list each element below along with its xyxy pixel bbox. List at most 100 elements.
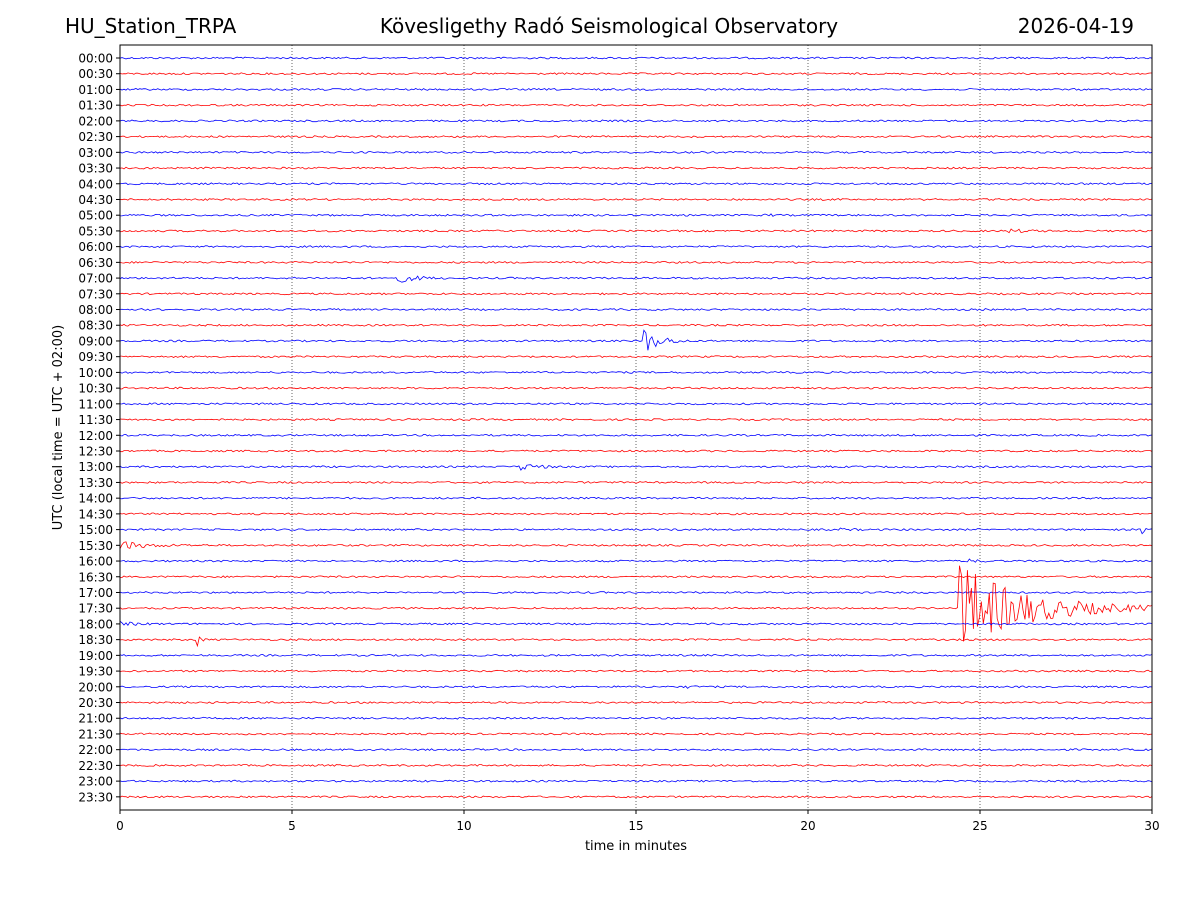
y-tick-label: 15:00: [78, 523, 113, 537]
y-tick-label: 02:30: [78, 130, 113, 144]
y-tick-label: 23:00: [78, 775, 113, 789]
y-tick-label: 12:00: [78, 429, 113, 443]
trace-0800: [120, 308, 1152, 311]
x-tick-label: 15: [628, 819, 643, 833]
trace-1800: [120, 620, 1152, 626]
trace-1630: [120, 575, 1152, 579]
trace-1200: [120, 433, 1152, 437]
y-tick-label: 09:30: [78, 350, 113, 364]
y-tick-label: 22:30: [78, 759, 113, 773]
trace-2200: [120, 748, 1152, 752]
x-tick-label: 10: [456, 819, 471, 833]
y-tick-label: 01:30: [78, 99, 113, 113]
y-tick-label: 01:00: [78, 83, 113, 97]
y-tick-label: 19:30: [78, 665, 113, 679]
y-tick-label: 16:00: [78, 555, 113, 569]
trace-2030: [120, 701, 1152, 704]
y-tick-label: 18:30: [78, 633, 113, 647]
y-tick-label: 06:00: [78, 240, 113, 254]
traces-group: [120, 56, 1152, 799]
y-tick-label: 20:00: [78, 680, 113, 694]
x-tick-label: 0: [116, 819, 124, 833]
y-tick-label: 07:30: [78, 287, 113, 301]
y-tick-label: 21:30: [78, 727, 113, 741]
y-tick-label: 20:30: [78, 696, 113, 710]
x-axis-label: time in minutes: [585, 839, 687, 854]
trace-2130: [120, 732, 1152, 736]
y-tick-label: 10:00: [78, 366, 113, 380]
y-tick-label: 11:30: [78, 413, 113, 427]
y-tick-label: 03:00: [78, 146, 113, 160]
trace-1730: [120, 565, 1152, 642]
y-tick-label: 14:30: [78, 507, 113, 521]
trace-1700: [120, 591, 1152, 594]
x-tick-label: 20: [800, 819, 815, 833]
trace-0230: [120, 135, 1152, 139]
y-tick-label: 10:30: [78, 382, 113, 396]
trace-0700: [120, 275, 1152, 283]
x-tick-label: 30: [1144, 819, 1159, 833]
trace-2230: [120, 763, 1152, 767]
y-tick-label: 13:00: [78, 460, 113, 474]
trace-0300: [120, 150, 1152, 154]
trace-1300: [120, 464, 1152, 471]
y-tick-label: 14:00: [78, 492, 113, 506]
trace-2100: [120, 716, 1152, 720]
trace-0330: [120, 166, 1152, 170]
trace-1400: [120, 496, 1152, 500]
y-tick-label: 07:00: [78, 272, 113, 286]
trace-1100: [120, 402, 1152, 406]
y-tick-label: 04:00: [78, 177, 113, 191]
trace-0930: [120, 355, 1152, 359]
y-tick-label: 15:30: [78, 539, 113, 553]
y-axis-label: UTC (local time = UTC + 02:00): [51, 325, 66, 530]
y-tick-label: 16:30: [78, 570, 113, 584]
y-tick-label: 22:00: [78, 743, 113, 757]
trace-0900: [120, 329, 1152, 351]
trace-0500: [120, 213, 1152, 217]
y-tick-label: 09:00: [78, 334, 113, 348]
trace-1900: [120, 653, 1152, 657]
trace-0030: [120, 72, 1152, 76]
trace-1930: [120, 669, 1152, 673]
y-tick-label: 06:30: [78, 256, 113, 270]
trace-1230: [120, 449, 1152, 453]
trace-1430: [120, 512, 1152, 516]
y-tick-label: 17:00: [78, 586, 113, 600]
trace-2330: [120, 795, 1152, 799]
trace-2300: [120, 779, 1152, 783]
y-tick-label: 23:30: [78, 790, 113, 804]
trace-0600: [120, 245, 1152, 249]
y-tick-label: 00:00: [78, 52, 113, 66]
trace-0130: [120, 103, 1152, 107]
trace-1600: [120, 558, 1152, 563]
y-tick-label: 08:30: [78, 319, 113, 333]
trace-2000: [120, 685, 1152, 689]
trace-0200: [120, 119, 1152, 123]
y-tick-label: 02:00: [78, 114, 113, 128]
x-tick-label: 5: [288, 819, 296, 833]
x-tick-label: 25: [972, 819, 987, 833]
y-tick-label: 13:30: [78, 476, 113, 490]
trace-1030: [120, 386, 1152, 390]
y-tick-label: 05:00: [78, 209, 113, 223]
y-tick-label: 04:30: [78, 193, 113, 207]
trace-0830: [120, 323, 1152, 327]
y-tick-label: 21:00: [78, 712, 113, 726]
trace-1500: [120, 527, 1152, 535]
y-tick-label: 12:30: [78, 445, 113, 459]
trace-0400: [120, 182, 1152, 186]
trace-0730: [120, 292, 1152, 296]
trace-0630: [120, 260, 1152, 264]
y-tick-label: 17:30: [78, 602, 113, 616]
trace-1330: [120, 481, 1152, 484]
y-tick-label: 03:30: [78, 162, 113, 176]
trace-1000: [120, 371, 1152, 374]
station-name: HU_Station_TRPA: [65, 14, 237, 38]
trace-0100: [120, 88, 1152, 91]
trace-0000: [120, 56, 1152, 60]
y-tick-label: 05:30: [78, 224, 113, 238]
y-tick-label: 08:00: [78, 303, 113, 317]
y-tick-label: 18:00: [78, 617, 113, 631]
